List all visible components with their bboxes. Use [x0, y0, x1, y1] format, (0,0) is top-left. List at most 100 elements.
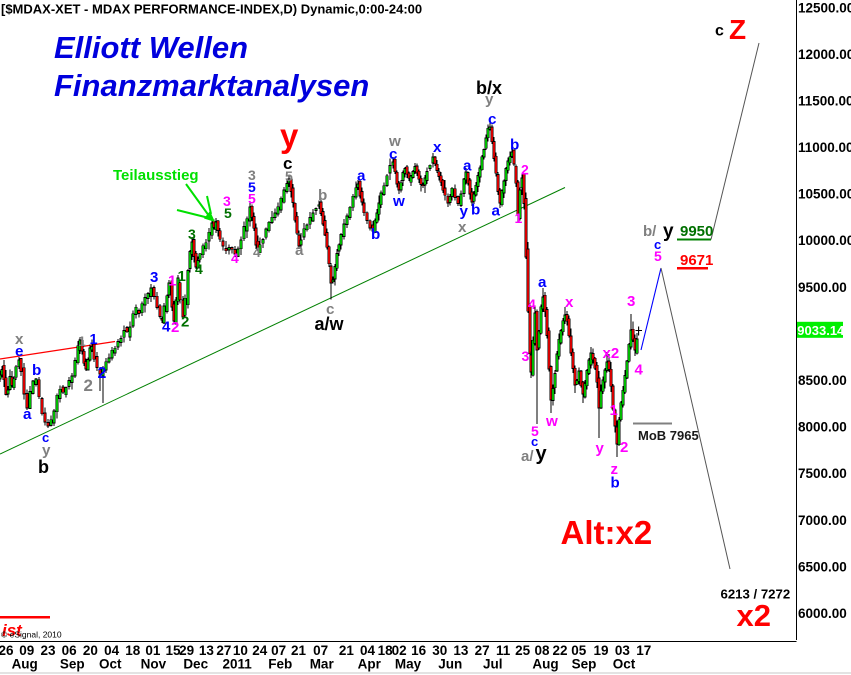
svg-text:e: e: [15, 343, 23, 360]
svg-text:10000.00: 10000.00: [798, 233, 851, 248]
svg-text:b: b: [32, 362, 41, 379]
svg-text:y: y: [536, 443, 548, 465]
svg-text:a/: a/: [521, 448, 534, 465]
svg-text:02: 02: [392, 643, 407, 658]
svg-text:5: 5: [248, 179, 256, 195]
svg-text:b: b: [371, 226, 380, 243]
svg-text:2011: 2011: [222, 657, 252, 672]
svg-text:y: y: [42, 442, 51, 459]
svg-text:2: 2: [98, 365, 107, 382]
svg-text:9671: 9671: [680, 252, 713, 269]
svg-text:7000.00: 7000.00: [798, 513, 847, 528]
svg-text:a: a: [23, 406, 32, 423]
svg-text:19: 19: [593, 643, 608, 658]
svg-text:x: x: [433, 139, 442, 156]
svg-text:Mar: Mar: [310, 657, 335, 672]
svg-text:Aug: Aug: [12, 657, 38, 672]
svg-text:b: b: [471, 202, 480, 219]
svg-text:12000.00: 12000.00: [798, 47, 851, 62]
svg-text:5: 5: [654, 248, 662, 264]
svg-text:06: 06: [62, 643, 78, 658]
svg-text:Alt:x2: Alt:x2: [561, 514, 653, 551]
svg-text:01: 01: [145, 643, 161, 658]
svg-text:c: c: [283, 154, 292, 173]
svg-text:Dec: Dec: [183, 657, 208, 672]
svg-text:y: y: [280, 117, 299, 154]
svg-text:8500.00: 8500.00: [798, 373, 847, 388]
svg-text:11500.00: 11500.00: [798, 94, 851, 109]
svg-text:8000.00: 8000.00: [798, 420, 847, 435]
svg-text:a: a: [538, 274, 547, 291]
svg-text:y: y: [485, 91, 494, 108]
svg-text:w: w: [388, 133, 401, 150]
svg-text:x: x: [15, 331, 24, 348]
svg-text:2: 2: [620, 439, 628, 456]
svg-text:1: 1: [168, 273, 176, 290]
svg-text:[$MDAX-XET - MDAX PERFORMANCE-: [$MDAX-XET - MDAX PERFORMANCE-INDEX,D) D…: [1, 2, 422, 17]
svg-text:Aug: Aug: [532, 657, 558, 672]
svg-text:16: 16: [411, 643, 427, 658]
svg-text:Feb: Feb: [268, 657, 292, 672]
svg-text:Finanzmarktanalysen: Finanzmarktanalysen: [54, 68, 369, 103]
svg-text:25: 25: [515, 643, 531, 658]
svg-text:21: 21: [291, 643, 307, 658]
svg-text:15: 15: [165, 643, 181, 658]
svg-text:Oct: Oct: [613, 657, 636, 672]
svg-text:5: 5: [285, 168, 293, 184]
svg-text:2: 2: [521, 162, 529, 178]
svg-text:a: a: [357, 168, 366, 185]
svg-text:2: 2: [181, 314, 189, 331]
svg-text:a: a: [463, 158, 472, 175]
svg-text:b/: b/: [643, 223, 657, 240]
svg-text:9950: 9950: [680, 223, 713, 240]
svg-text:Sep: Sep: [60, 657, 85, 672]
svg-text:11: 11: [496, 643, 511, 658]
svg-text:1: 1: [90, 332, 98, 348]
svg-text:Jul: Jul: [483, 657, 503, 672]
svg-text:12500.00: 12500.00: [798, 0, 851, 15]
svg-text:9033.14: 9033.14: [797, 323, 845, 338]
svg-text:y: y: [663, 221, 674, 242]
svg-text:w: w: [545, 413, 558, 430]
svg-text:04: 04: [104, 643, 120, 658]
svg-text:3: 3: [627, 293, 635, 310]
svg-text:3: 3: [223, 193, 231, 209]
svg-text:c: c: [326, 301, 334, 318]
svg-text:5: 5: [224, 205, 232, 221]
svg-text:18: 18: [125, 643, 141, 658]
svg-text:11000.00: 11000.00: [798, 140, 851, 155]
svg-text:04: 04: [360, 643, 376, 658]
svg-text:© eSignal, 2010: © eSignal, 2010: [1, 630, 62, 640]
svg-text:6000.00: 6000.00: [798, 606, 847, 621]
svg-text:4: 4: [195, 261, 203, 277]
svg-text:5: 5: [248, 191, 256, 207]
svg-text:4: 4: [635, 362, 644, 379]
svg-text:4: 4: [528, 296, 536, 312]
svg-text:13: 13: [453, 643, 469, 658]
svg-text:10: 10: [233, 643, 248, 658]
svg-text:Z: Z: [729, 14, 746, 45]
svg-text:3: 3: [248, 167, 256, 183]
svg-text:24: 24: [252, 643, 268, 658]
svg-text:26: 26: [0, 643, 14, 658]
svg-text:b/x: b/x: [476, 78, 502, 98]
svg-text:c: c: [488, 111, 496, 128]
svg-text:6213 / 7272: 6213 / 7272: [721, 587, 791, 602]
svg-text:03: 03: [615, 643, 631, 658]
svg-text:ist: ist: [2, 621, 23, 640]
svg-text:3: 3: [522, 348, 530, 364]
svg-text:y: y: [596, 440, 605, 457]
svg-text:6500.00: 6500.00: [798, 559, 847, 574]
svg-text:13: 13: [199, 643, 215, 658]
svg-text:b: b: [611, 475, 620, 492]
svg-text:c: c: [654, 237, 661, 252]
svg-text:z: z: [611, 461, 619, 478]
svg-text:b: b: [510, 137, 519, 154]
svg-text:9500.00: 9500.00: [798, 280, 847, 295]
svg-text:2: 2: [171, 319, 179, 336]
svg-text:x: x: [565, 294, 574, 311]
svg-text:18: 18: [378, 643, 394, 658]
svg-text:29: 29: [179, 643, 194, 658]
svg-text:4: 4: [253, 244, 261, 260]
svg-text:Teilausstieg: Teilausstieg: [113, 167, 199, 184]
